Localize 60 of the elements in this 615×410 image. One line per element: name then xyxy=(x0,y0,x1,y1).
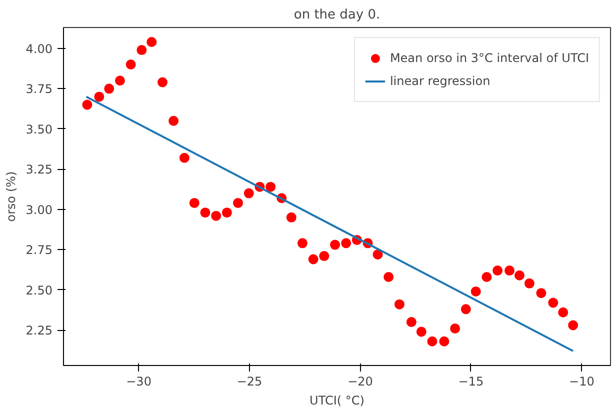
point xyxy=(558,307,568,318)
point xyxy=(126,60,136,70)
point xyxy=(94,92,104,102)
point xyxy=(548,298,558,308)
point xyxy=(384,272,394,282)
point xyxy=(460,304,471,314)
point xyxy=(504,266,515,276)
point xyxy=(341,238,352,248)
point xyxy=(536,288,546,298)
point xyxy=(406,317,416,328)
chart-title: on the day 0. xyxy=(294,8,380,22)
point xyxy=(439,336,450,346)
point xyxy=(114,76,125,86)
point xyxy=(286,212,296,222)
point xyxy=(482,272,492,282)
point xyxy=(157,77,168,88)
point xyxy=(514,270,524,280)
point xyxy=(450,323,460,334)
x-tick-label: −30 xyxy=(126,374,152,388)
point xyxy=(136,45,147,56)
point xyxy=(168,116,179,126)
point xyxy=(427,336,438,346)
y-tick-label: 2.75 xyxy=(26,243,52,258)
point xyxy=(233,198,244,208)
point xyxy=(146,36,157,47)
point xyxy=(222,208,232,218)
point xyxy=(82,100,92,110)
y-tick-label: 2.25 xyxy=(26,324,52,338)
point xyxy=(319,251,330,262)
point xyxy=(372,249,383,260)
point xyxy=(211,210,222,221)
point xyxy=(200,208,210,218)
point xyxy=(179,152,190,163)
y-tick-label: 3.25 xyxy=(26,162,52,177)
y-axis-title: orso (%) xyxy=(4,171,18,222)
point xyxy=(266,182,276,192)
point xyxy=(189,198,200,208)
x-axis-title: UTCI( °C) xyxy=(310,394,364,408)
point xyxy=(470,286,481,296)
y-tick-label: 3.75 xyxy=(26,82,52,96)
legend-label: linear regression xyxy=(390,74,490,88)
x-tick-label: −10 xyxy=(569,374,594,388)
point xyxy=(104,84,114,94)
point xyxy=(330,240,340,250)
y-tick-label: 2.50 xyxy=(26,283,52,298)
y-tick-label: 4.00 xyxy=(26,42,52,56)
point xyxy=(297,238,308,248)
legend-label: Mean orso in 3°C interval of UTCI xyxy=(390,51,589,65)
point xyxy=(524,278,534,288)
point xyxy=(308,254,318,264)
point xyxy=(492,266,503,276)
x-tick-label: −25 xyxy=(236,374,262,388)
point xyxy=(416,326,426,337)
y-tick-label: 3.00 xyxy=(26,202,52,217)
x-tick-label: −20 xyxy=(348,374,373,388)
point xyxy=(244,188,254,198)
point xyxy=(568,320,578,330)
x-tick-label: −15 xyxy=(458,374,484,388)
point xyxy=(394,299,404,310)
y-tick-label: 3.50 xyxy=(26,122,52,136)
